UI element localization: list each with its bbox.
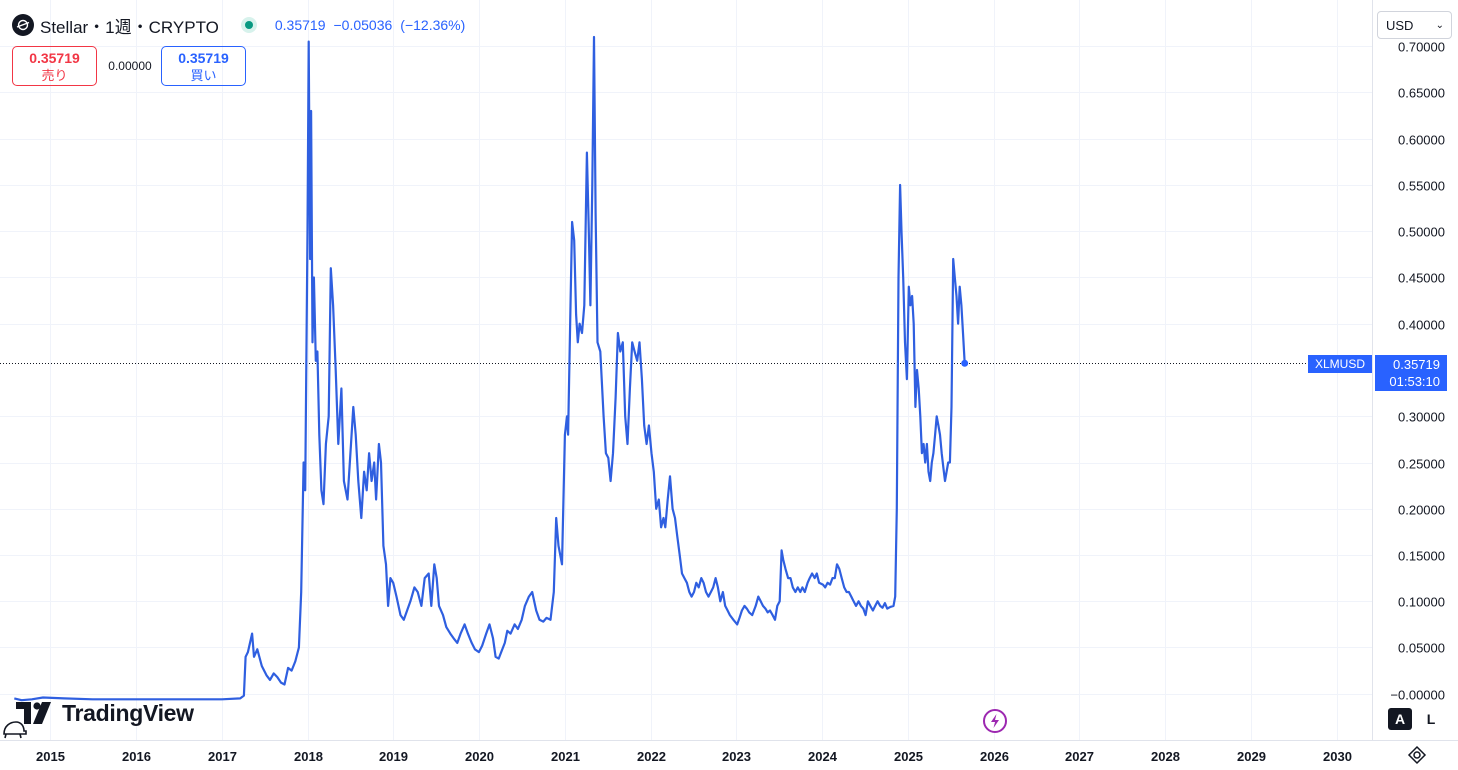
bar-countdown: 01:53:10 [1389,373,1440,389]
turtle-icon[interactable] [0,716,28,740]
x-tick-label: 2025 [894,749,923,764]
x-tick-label: 2021 [551,749,580,764]
chevron-down-icon: ⌄ [1435,20,1444,31]
y-tick-label: 0.05000 [1398,641,1445,656]
y-tick-label: 0.30000 [1398,410,1445,425]
x-tick-label: 2022 [637,749,666,764]
buy-label: 買い [190,68,217,83]
y-tick-label: 0.60000 [1398,133,1445,148]
x-tick-label: 2015 [36,749,65,764]
y-tick-label: 0.50000 [1398,225,1445,240]
x-tick-label: 2023 [722,749,751,764]
chart-header: Stellar・1週・CRYPTO 0.35719 −0.05036 (−12.… [12,12,473,38]
grid [0,0,1372,740]
tradingview-logo-icon [16,702,51,724]
x-tick-label: 2026 [980,749,1009,764]
y-tick-label: 0.10000 [1398,595,1445,610]
last-price: 0.35719 [274,17,326,33]
brand-name: TradingView [62,699,194,726]
price-line [14,35,966,702]
x-tick-label: 2027 [1065,749,1094,764]
symbol-title[interactable]: Stellar・1週・CRYPTO [40,17,219,37]
current-price-label: 0.35719 01:53:10 [1375,354,1447,391]
current-price-value: 0.35719 [1393,356,1440,372]
x-tick-label: 2024 [808,749,838,764]
sell-label: 売り [41,68,68,83]
buy-price: 0.35719 [178,50,229,66]
log-scale-button[interactable]: L [1426,711,1436,727]
lightning-icon[interactable] [982,708,1008,734]
x-tick-label: 2029 [1237,749,1266,764]
stellar-logo-icon [12,14,34,36]
y-tick-label: 0.15000 [1398,549,1445,564]
x-tick-label: 2020 [465,749,494,764]
x-tick-label: 2016 [122,749,151,764]
currency-select[interactable]: USD ⌄ [1377,11,1452,39]
auto-scale-button[interactable]: A [1388,708,1412,730]
price-change: −0.05036 [333,17,393,33]
last-price-dot [961,359,969,367]
y-tick-label: 0.45000 [1398,271,1445,286]
x-tick-label: 2030 [1323,749,1352,764]
y-tick-label: 0.25000 [1398,457,1445,472]
time-axis[interactable]: 2015 2016 2017 2018 2019 2020 2021 2022 2023 2024… [0,740,1458,765]
sell-price: 0.35719 [29,50,80,66]
y-tick-label: 0.55000 [1398,179,1445,194]
x-tick-label: 2019 [379,749,408,764]
price-change-percent: (−12.36%) [400,17,466,33]
symbol-price-label: XLMUSD [1308,354,1372,373]
sell-button[interactable]: 0.35719 売り [12,46,97,86]
x-tick-label: 2028 [1151,749,1180,764]
gear-icon[interactable] [1406,744,1428,766]
tradingview-logo[interactable]: TradingView [16,697,194,729]
x-tick-label: 2018 [294,749,323,764]
currency-value: USD [1386,18,1414,33]
x-tick-label: 2017 [208,749,237,764]
market-status-icon[interactable] [240,17,257,33]
y-tick-label: 0.40000 [1398,318,1445,333]
y-tick-label: 0.20000 [1398,503,1445,518]
spread-value: 0.00000 [108,59,152,73]
buy-button[interactable]: 0.35719 買い [161,46,246,86]
y-tick-label: −0.00000 [1390,688,1445,703]
y-tick-label: 0.70000 [1398,40,1445,55]
y-tick-label: 0.65000 [1398,86,1445,101]
